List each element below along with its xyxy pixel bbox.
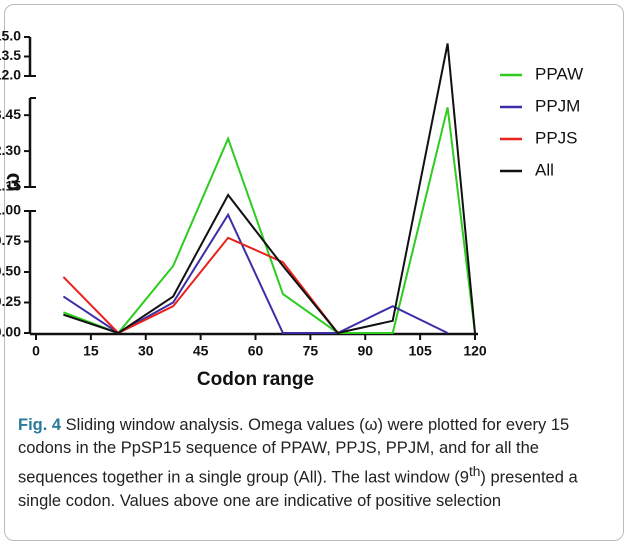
caption-label: Fig. 4 [18, 416, 62, 434]
x-tick-label: 75 [303, 343, 319, 359]
x-tick-label: 45 [193, 343, 209, 359]
y-tick-label: 1.00 [0, 202, 21, 218]
y-tick-label: 15.0 [0, 28, 21, 44]
series-line [63, 43, 476, 335]
chart: 0.00 0.25 0.50 0.75 1.00 1.15 2.30 3.45 12.0 13.5… [0, 28, 583, 390]
legend-label: PPAW [535, 64, 583, 83]
x-tick-label: 30 [138, 343, 154, 359]
x-tick-label: 105 [408, 343, 432, 359]
caption: Fig. 4 Sliding window analysis. Omega va… [18, 414, 613, 513]
x-tick-label: 15 [83, 343, 99, 359]
series-line [63, 107, 476, 335]
x-tick-label: 120 [463, 343, 487, 359]
legend-label: PPJM [535, 96, 580, 115]
legend-label: PPJS [535, 128, 578, 147]
y-tick-label: 0.75 [0, 232, 21, 248]
y-tick-label: 0.50 [0, 263, 21, 279]
x-tick-label: 0 [32, 343, 40, 359]
x-tick-label: 90 [357, 343, 373, 359]
caption-text-after: ) presented a single codon. Values above… [18, 468, 578, 510]
y-tick-label: 0.00 [0, 324, 21, 340]
x-tick-label: 60 [248, 343, 264, 359]
caption-text: Sliding window analysis. Omega values (ω… [18, 416, 570, 487]
y-axis-label: ω [0, 173, 24, 192]
caption-sup: th [468, 464, 481, 479]
y-tick-label: 3.45 [0, 106, 21, 122]
figure-frame [4, 4, 624, 541]
x-axis-label: Codon range [197, 369, 314, 390]
y-tick-label: 1.15 [0, 178, 21, 194]
y-tick-label: 13.5 [0, 47, 21, 63]
y-tick-label: 0.25 [0, 293, 21, 309]
y-tick-label: 12.0 [0, 67, 21, 83]
legend-label: All [535, 160, 554, 179]
series-line [62, 212, 449, 335]
series-line [62, 236, 339, 335]
y-tick-label: 2.30 [0, 142, 21, 158]
